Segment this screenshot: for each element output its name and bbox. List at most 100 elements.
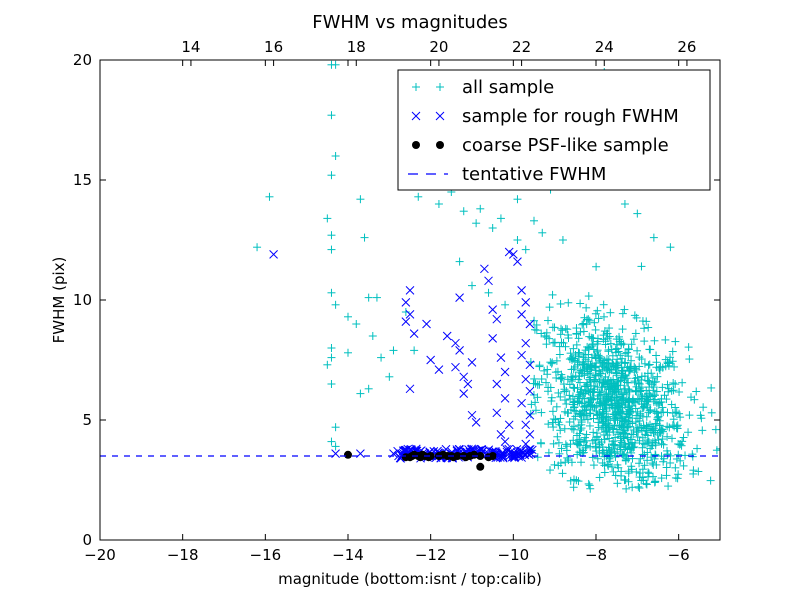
rough-fwhm-point-b [492,408,502,418]
legend: all sample sample for rough FWHM coarse PS… [397,69,711,191]
all-sample-point [555,350,564,359]
all-sample-point [618,309,627,318]
rough-fwhm-point [521,439,531,449]
all-sample-point [558,236,567,244]
legend-label: all sample [462,77,554,98]
all-sample-point [584,479,593,488]
all-sample-point [583,380,592,389]
y-tick-label: 5 [82,411,92,429]
all-sample-point [605,378,614,387]
all-sample-point [671,380,680,389]
psf-like-point [476,452,485,460]
all-sample-point [565,391,574,400]
all-sample-point [668,347,677,356]
all-sample-point [647,453,656,462]
all-sample-point [633,424,642,433]
all-sample-point [455,257,464,266]
all-sample-point [633,395,642,404]
top-x-tick-label: 22 [512,38,531,56]
all-sample-point [585,316,594,325]
all-sample-point [559,338,568,347]
rough-fwhm-point-b [517,398,526,408]
rough-fwhm-point [525,319,535,329]
all-sample-point [627,430,636,439]
all-sample-point [588,453,597,462]
all-sample-point [603,460,612,469]
all-sample-point [549,338,558,347]
all-sample-point [556,330,565,339]
all-sample-point [624,469,633,478]
rough-fwhm-point-b [525,319,535,329]
rough-fwhm-point-b [484,445,494,455]
rough-fwhm-point-b [500,394,510,403]
all-sample-point [656,426,665,435]
all-sample-point [611,408,620,417]
all-sample-point [530,316,539,325]
all-sample-point [653,415,662,424]
all-sample-point [642,480,651,489]
all-sample-point [657,439,666,448]
all-sample-point [599,335,608,344]
all-sample-point [633,346,642,355]
all-sample-point [548,418,557,427]
all-sample-point [694,467,703,476]
all-sample-point [693,444,702,453]
all-sample-point [569,344,578,353]
rough-fwhm-point [508,250,518,259]
legend-label: coarse PSF-like sample [462,135,669,156]
all-sample-point [616,376,625,385]
all-sample-point [612,368,621,377]
all-sample-point [331,423,340,432]
all-sample-point [646,345,655,354]
all-sample-point [646,422,655,431]
all-sample-point [331,152,340,160]
all-sample-point [586,373,595,382]
all-sample-point [625,386,634,395]
all-sample-point [538,228,547,237]
all-sample-point [640,359,649,368]
all-sample-point [673,424,682,433]
rough-fwhm-point-b [496,430,506,439]
all-sample-point [677,441,686,450]
rough-fwhm-point [405,286,415,295]
rough-fwhm-point [517,286,526,295]
all-sample-point [643,376,652,385]
rough-fwhm-point-b [514,452,524,461]
all-sample-point [633,432,642,441]
rough-fwhm-point [459,389,469,398]
all-sample-point [679,433,688,442]
all-sample-point [476,204,485,213]
all-sample-point [664,387,673,396]
rough-fwhm-point [500,394,510,403]
all-sample-point [690,395,699,404]
all-sample-point [623,348,632,357]
all-sample-point [570,384,579,393]
all-sample-point [668,434,677,443]
all-sample-point [600,461,609,470]
all-sample-point [589,428,598,437]
all-sample-point [537,408,546,417]
all-sample-point [556,392,565,401]
all-sample-point [654,435,663,444]
all-sample-point [625,395,634,404]
all-sample-point [579,327,588,336]
all-sample-point [642,479,651,488]
rough-fwhm-point [517,446,526,456]
all-sample-point [670,422,679,431]
all-sample-point [649,472,658,481]
all-sample-point [368,332,377,340]
rough-fwhm-point-b [521,338,531,348]
psf-like-point [476,462,485,471]
all-sample-point [604,361,613,370]
all-sample-point [640,461,649,470]
all-sample-point [559,380,568,389]
all-sample-point [540,366,549,375]
all-sample-point [344,312,352,321]
rough-fwhm-point [471,418,481,427]
all-sample-point [663,450,672,459]
all-sample-point [537,374,546,383]
all-sample-point [620,200,629,208]
all-sample-point [603,421,612,430]
all-sample-point [583,415,592,424]
all-sample-point [548,407,557,416]
